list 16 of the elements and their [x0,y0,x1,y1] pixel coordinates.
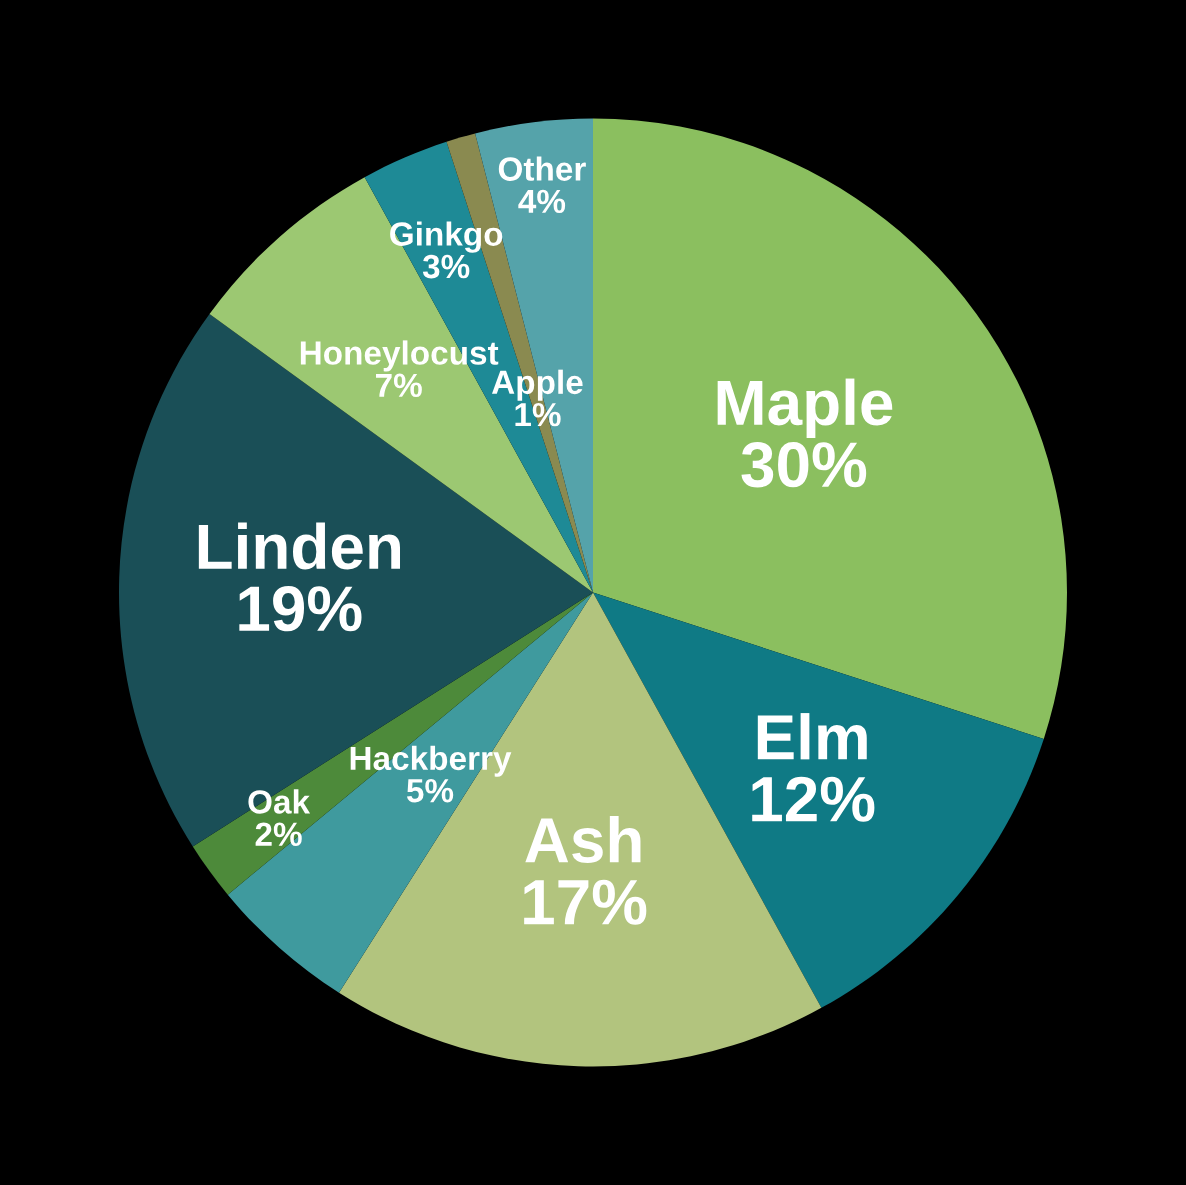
data-label: 17% [524,879,647,925]
slice-label: Linden [198,522,401,570]
data-label: 5% [406,778,454,803]
data-label: 12% [752,776,875,822]
slice-label: Oak [248,789,311,814]
data-label: 2% [255,822,302,846]
slice-label: Elm [757,713,867,760]
data-label: 7% [376,373,422,398]
data-label: 4% [518,189,566,214]
slice-label: Ash [525,816,641,863]
data-label: 3% [422,254,470,279]
data-label: 1% [515,402,561,427]
data-label: 30% [741,442,867,488]
slice-label: Other [498,156,586,181]
data-label: 19% [239,586,362,632]
slice-label: Maple [717,378,893,439]
